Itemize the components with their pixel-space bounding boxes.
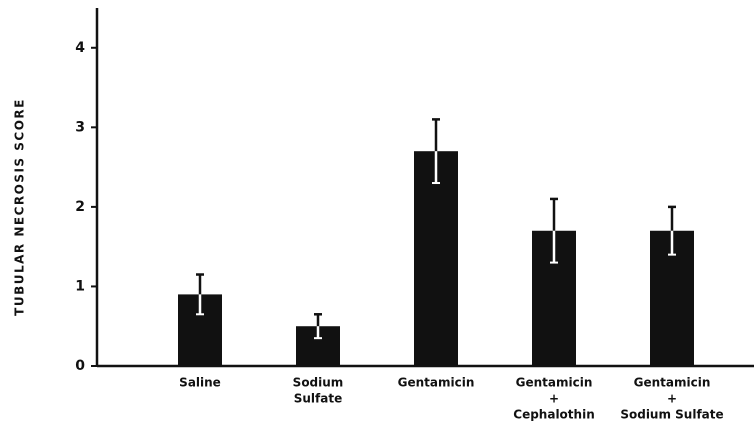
bar: [414, 151, 458, 366]
x-tick-label: Sulfate: [294, 392, 343, 406]
x-tick-label: Cephalothin: [513, 408, 594, 422]
x-tick-label: Saline: [179, 376, 221, 390]
y-tick-label: 0: [75, 358, 85, 374]
x-tick-label: +: [667, 392, 677, 406]
x-tick-label: Sodium Sulfate: [620, 408, 723, 422]
y-tick-label: 2: [75, 199, 85, 215]
x-tick-label: +: [549, 392, 559, 406]
y-axis-label: TUBULAR NECROSIS SCORE: [13, 98, 27, 316]
x-tick-label: Sodium: [293, 376, 344, 390]
x-tick-label: Gentamicin: [516, 376, 593, 390]
y-tick-label: 3: [75, 119, 85, 135]
x-tick-label: Gentamicin: [634, 376, 711, 390]
y-tick-label: 1: [75, 278, 85, 294]
y-tick-label: 4: [75, 40, 85, 56]
x-tick-label: Gentamicin: [398, 376, 475, 390]
